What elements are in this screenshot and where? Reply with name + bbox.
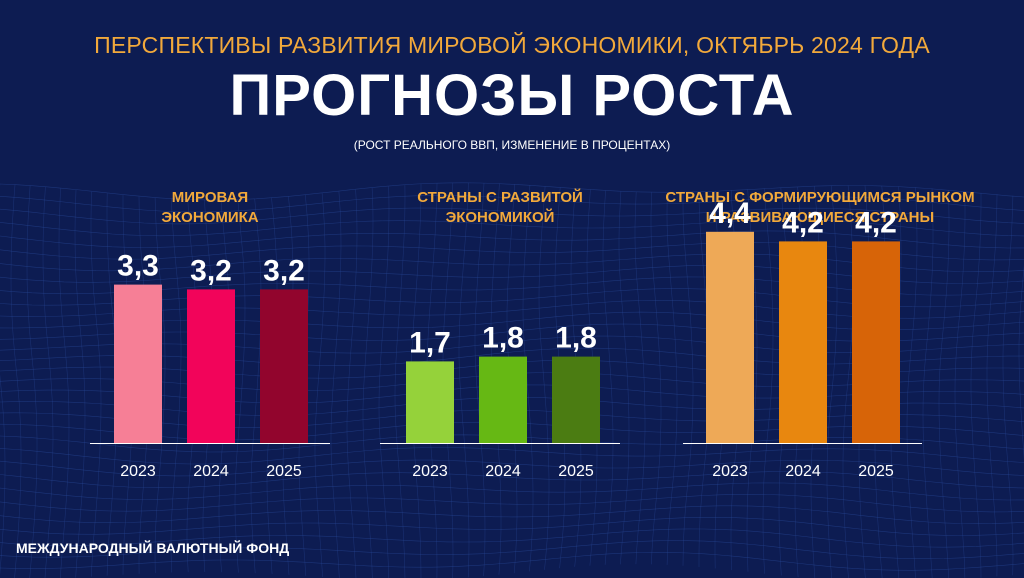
bar <box>706 231 754 443</box>
bar-value-label: 1,8 <box>482 322 524 355</box>
year-tick-label: 2023 <box>120 463 156 480</box>
bar <box>114 284 162 443</box>
bar-value-label: 4,4 <box>709 197 751 230</box>
bar <box>552 356 600 443</box>
group-title-advanced: СТРАНЫ С РАЗВИТОЙ ЭКОНОМИКОЙ <box>380 188 620 228</box>
group-title-line: МИРОВАЯ <box>171 189 249 206</box>
group-title-world: МИРОВАЯ ЭКОНОМИКА <box>90 188 330 228</box>
page-title: ПРОГНОЗЫ РОСТА <box>229 63 795 128</box>
year-tick-label: 2024 <box>485 463 521 480</box>
year-tick-label: 2023 <box>412 463 448 480</box>
bar <box>479 356 527 443</box>
group-title-line: ЭКОНОМИКОЙ <box>445 209 555 226</box>
bar-value-label: 1,8 <box>555 322 597 355</box>
bar <box>406 361 454 443</box>
bar <box>187 289 235 443</box>
bar-value-label: 4,2 <box>782 206 824 239</box>
bar-value-label: 3,2 <box>190 254 232 287</box>
bar-value-label: 3,2 <box>263 254 305 287</box>
group-title-line: И РАЗВИВАЮЩИЕСЯ СТРАНЫ <box>705 209 935 226</box>
bar-value-label: 1,7 <box>409 326 451 359</box>
group-title-line: СТРАНЫ С ФОРМИРУЮЩИМСЯ РЫНКОМ <box>665 189 975 206</box>
bar-value-label: 4,2 <box>855 206 897 239</box>
source-label: МЕЖДУНАРОДНЫЙ ВАЛЮТНЫЙ ФОНД <box>16 540 290 556</box>
subtitle: (РОСТ РЕАЛЬНОГО ВВП, ИЗМЕНЕНИЕ В ПРОЦЕНТ… <box>353 138 671 152</box>
chart-group: 1,7 2023 1,8 2024 1,8 2025 <box>380 322 620 480</box>
group-title-line: ЭКОНОМИКА <box>161 209 259 226</box>
year-tick-label: 2024 <box>785 463 821 480</box>
year-tick-label: 2025 <box>266 463 302 480</box>
bar <box>852 241 900 443</box>
supertitle: ПЕРСПЕКТИВЫ РАЗВИТИЯ МИРОВОЙ ЭКОНОМИКИ, … <box>94 32 930 58</box>
bar-value-label: 3,3 <box>117 250 159 283</box>
year-tick-label: 2024 <box>193 463 229 480</box>
bar <box>779 241 827 443</box>
year-tick-label: 2025 <box>558 463 594 480</box>
group-title-emerging: СТРАНЫ С ФОРМИРУЮЩИМСЯ РЫНКОМ И РАЗВИВАЮ… <box>610 188 1024 228</box>
year-tick-label: 2025 <box>858 463 894 480</box>
group-title-line: СТРАНЫ С РАЗВИТОЙ <box>417 189 583 206</box>
chart-group: 3,3 2023 3,2 2024 3,2 2025 <box>90 250 330 480</box>
year-tick-label: 2023 <box>712 463 748 480</box>
chart-group: 4,4 2023 4,2 2024 4,2 2025 <box>683 197 922 480</box>
bar <box>260 289 308 443</box>
